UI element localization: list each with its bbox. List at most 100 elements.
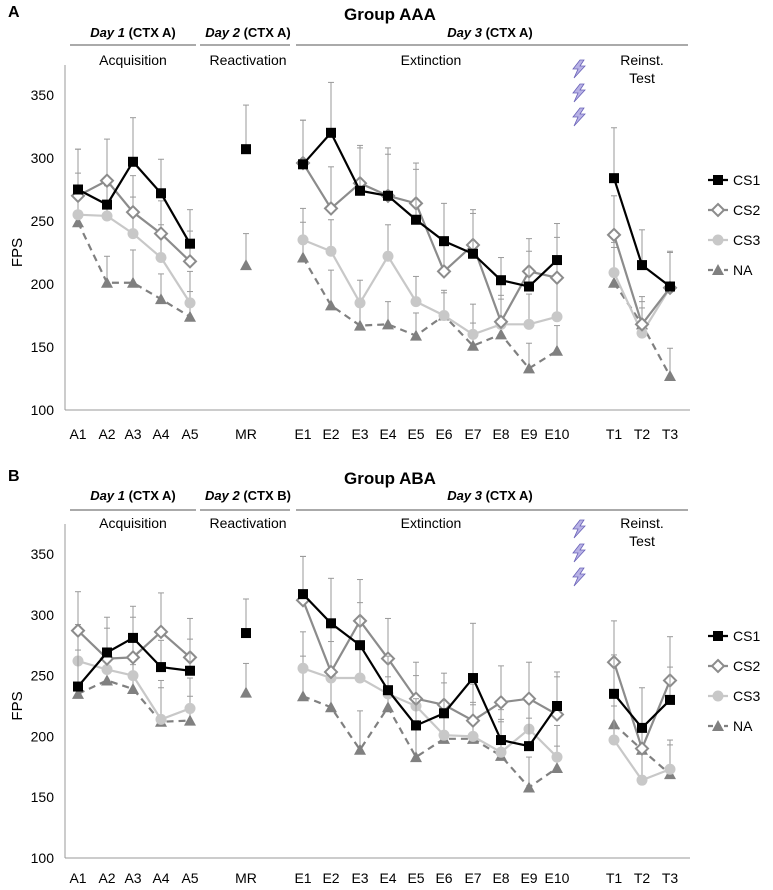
data-point: [125, 204, 141, 220]
x-tick-label: A3: [124, 426, 141, 442]
x-tick-label: MR: [235, 426, 257, 442]
x-tick-label: E8: [492, 426, 509, 442]
data-point: [609, 688, 619, 699]
data-point: [521, 691, 537, 707]
legend-label: CS2: [733, 202, 760, 218]
phase-label: Reinst.: [620, 52, 664, 68]
data-point: [467, 328, 479, 340]
legend-marker: [712, 234, 724, 246]
x-tick-label: E6: [435, 870, 452, 886]
data-point: [184, 702, 196, 714]
x-tick-label: A2: [98, 426, 115, 442]
legend-label: CS1: [733, 172, 760, 188]
data-point: [551, 751, 563, 763]
data-point: [297, 662, 309, 674]
data-point: [523, 318, 535, 330]
data-point: [523, 781, 535, 793]
x-tick-label: T2: [634, 426, 651, 442]
data-point: [467, 339, 479, 351]
y-tick-label: 350: [31, 546, 55, 562]
y-axis-label: FPS: [9, 238, 26, 267]
data-point: [297, 690, 309, 702]
shock-bolt-icon: [572, 83, 586, 103]
data-point: [439, 236, 449, 247]
data-point: [325, 701, 337, 713]
legend-item-na: NA: [708, 718, 753, 734]
panel-label: B: [8, 468, 20, 485]
data-point: [606, 227, 622, 243]
legend-label: NA: [733, 262, 753, 278]
data-point: [72, 209, 84, 221]
series-line: [302, 256, 558, 370]
data-point: [155, 252, 167, 264]
data-point: [241, 628, 251, 639]
x-tick-label: T2: [634, 870, 651, 886]
data-point: [326, 127, 336, 138]
legend-label: CS3: [733, 232, 760, 248]
phase-label: Test: [629, 70, 655, 86]
x-tick-label: E1: [294, 870, 311, 886]
day-header: Day 3 (CTX A): [447, 25, 533, 40]
context-label: (CTX A): [482, 25, 533, 40]
context-label: (CTX A): [482, 488, 533, 503]
data-point: [383, 190, 393, 201]
data-point: [468, 673, 478, 684]
phase-label: Test: [629, 533, 655, 549]
x-tick-label: A4: [152, 426, 169, 442]
series-line: [302, 593, 558, 748]
series-cs1: [73, 81, 675, 292]
x-tick-label: E3: [351, 426, 368, 442]
series-line: [302, 238, 558, 336]
x-tick-label: E4: [379, 870, 396, 886]
x-tick-label: E10: [545, 870, 570, 886]
data-point: [153, 624, 169, 640]
data-point: [241, 144, 251, 155]
context-label: (CTX A): [125, 25, 176, 40]
legend-item-cs2: CS2: [708, 202, 760, 218]
legend-marker: [712, 264, 724, 275]
series-line: [302, 667, 558, 758]
context-label: (CTX B): [240, 488, 291, 503]
data-point: [355, 640, 365, 651]
data-point: [382, 701, 394, 713]
y-tick-label: 150: [31, 789, 55, 805]
x-tick-label: E2: [322, 870, 339, 886]
y-tick-label: 150: [31, 339, 55, 355]
data-point: [184, 310, 196, 322]
data-point: [524, 741, 534, 752]
legend-marker: [713, 175, 723, 185]
day-header: Day 2 (CTX B): [205, 488, 291, 503]
y-axis-label: FPS: [9, 691, 26, 720]
data-point: [127, 670, 139, 682]
data-point: [552, 701, 562, 711]
data-point: [354, 743, 366, 755]
y-tick-label: 350: [31, 87, 55, 103]
data-point: [493, 314, 509, 330]
series-cs3: [72, 172, 676, 340]
x-tick-label: E5: [407, 870, 424, 886]
day-header: Day 1 (CTX A): [90, 25, 176, 40]
day-label: Day 3: [447, 488, 482, 503]
data-point: [637, 722, 647, 733]
data-point: [383, 685, 393, 696]
phase-label: Extinction: [401, 515, 462, 531]
x-tick-label: MR: [235, 870, 257, 886]
x-tick-label: E2: [322, 426, 339, 442]
data-point: [636, 774, 648, 786]
legend-label: CS2: [733, 658, 760, 674]
data-point: [184, 714, 196, 726]
shock-bolt-icon: [572, 567, 586, 587]
data-point: [411, 214, 421, 225]
data-point: [551, 762, 563, 774]
series-line: [77, 679, 191, 723]
x-tick-label: T1: [606, 870, 623, 886]
x-tick-label: E5: [407, 426, 424, 442]
chart-title: Group AAA: [344, 5, 436, 24]
day-label: Day 1: [90, 25, 125, 40]
y-tick-label: 200: [31, 728, 55, 744]
data-point: [155, 713, 167, 725]
legend-marker: [710, 202, 726, 218]
series-na: [72, 185, 676, 381]
data-point: [551, 311, 563, 323]
